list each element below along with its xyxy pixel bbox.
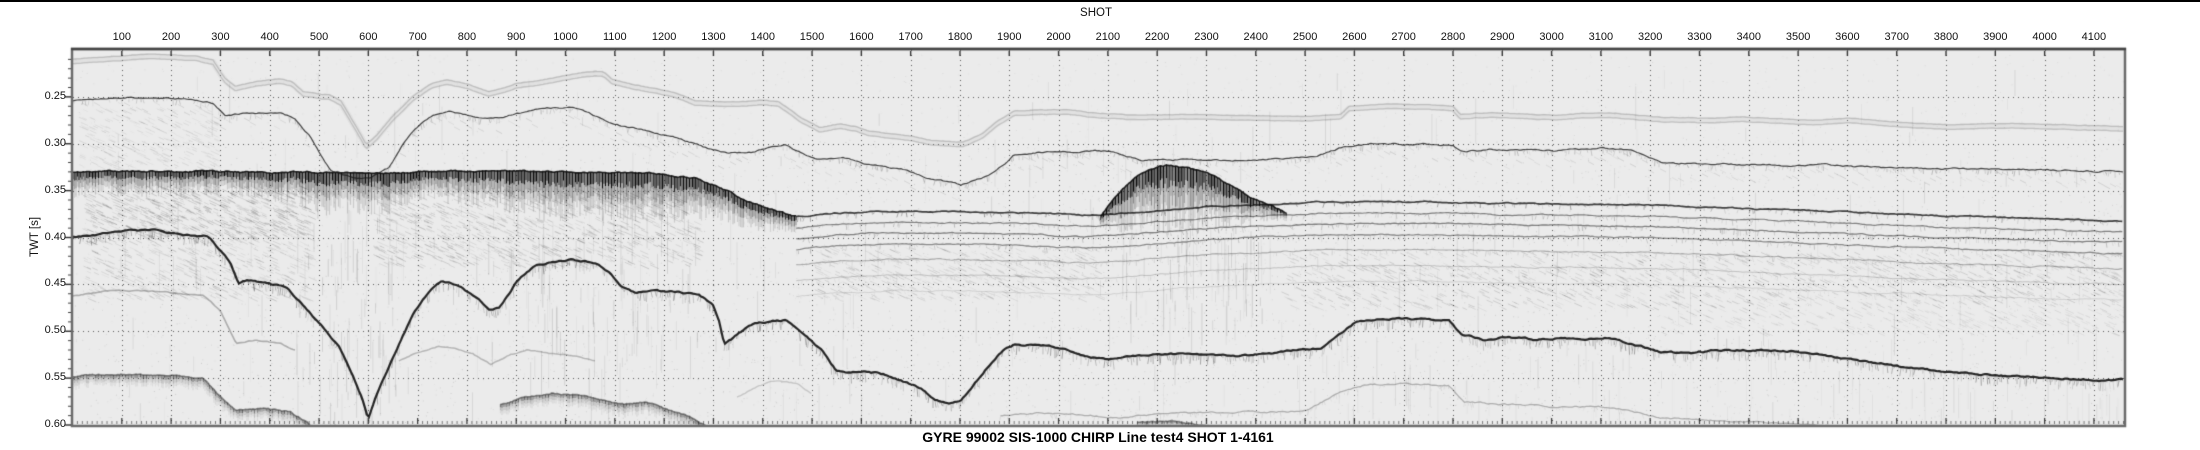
x-tick-label: 2400 [1243,31,1269,43]
y-tick-label: 0.25 [44,89,66,102]
x-tick-label: 100 [112,31,131,43]
x-tick-label: 3200 [1637,31,1663,43]
x-tick-label: 1700 [898,31,923,43]
x-tick-label: 2600 [1342,31,1367,43]
x-tick-label: 3000 [1539,31,1564,43]
x-tick-label: 400 [260,31,279,43]
x-tick-label: 1500 [799,31,825,43]
y-tick-label: 0.55 [44,371,66,384]
y-tick-label: 0.45 [44,277,66,290]
y-tick-label: 0.60 [44,418,66,430]
figure-title: GYRE 99002 SIS-1000 CHIRP Line test4 SHO… [922,429,1274,445]
x-tick-label: 3900 [1983,31,2008,43]
x-tick-label: 1900 [997,31,1022,43]
x-tick-label: 2800 [1440,31,1466,43]
x-tick-label: 1600 [849,31,874,43]
x-tick-label: 2200 [1144,31,1170,43]
x-tick-label: 2900 [1490,31,1515,43]
x-tick-label: 1300 [701,31,726,43]
x-tick-label: 900 [507,31,526,43]
y-tick-label: 0.50 [44,324,66,337]
x-tick-label: 300 [211,31,230,43]
x-tick-label: 3800 [1933,31,1959,43]
x-tick-label: 800 [457,31,477,43]
x-tick-label: 1000 [553,31,578,43]
x-tick-label: 600 [359,31,378,43]
x-tick-label: 3100 [1588,31,1614,43]
x-tick-label: 2500 [1292,31,1318,43]
y-tick-label: 0.40 [44,230,66,243]
x-tick-label: 1200 [651,31,677,43]
x-tick-label: 2300 [1194,31,1219,43]
y-tick-label: 0.35 [44,183,66,196]
x-tick-label: 3300 [1687,31,1712,43]
x-tick-label: 3400 [1736,31,1762,43]
x-tick-label: 1100 [603,31,627,43]
x-tick-label: 1800 [947,31,973,43]
x-tick-label: 200 [161,31,181,43]
x-axis-title: SHOT [1080,7,1112,19]
x-tick-label: 700 [408,31,427,43]
x-tick-label: 2000 [1046,31,1071,43]
x-tick-label: 3700 [1884,31,1909,43]
x-tick-label: 4100 [2081,31,2107,43]
x-tick-label: 500 [309,31,329,43]
x-tick-label: 1400 [750,31,775,43]
x-tick-label: 3600 [1835,31,1860,43]
x-tick-label: 2700 [1391,31,1416,43]
x-tick-label: 3500 [1785,31,1811,43]
x-tick-label: 4000 [2032,31,2057,43]
x-tick-label: 2100 [1095,31,1121,43]
y-tick-label: 0.30 [44,136,66,149]
